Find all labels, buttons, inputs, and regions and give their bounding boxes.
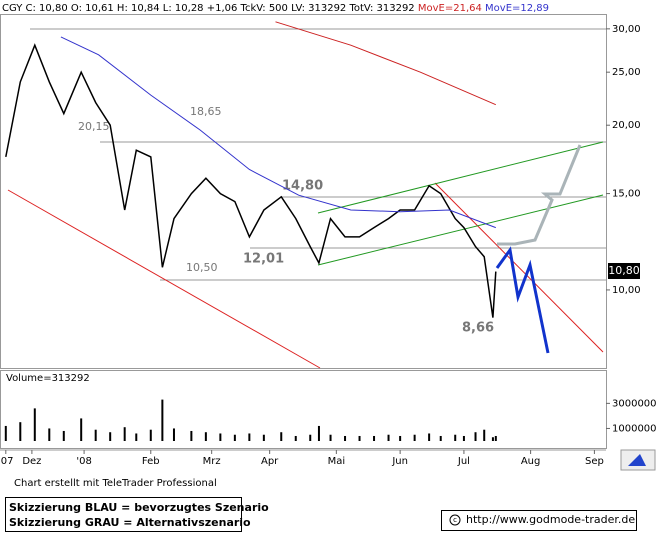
last-price-box [608, 263, 640, 279]
volume-bar [248, 433, 251, 441]
trend-line [434, 182, 604, 353]
volume-bar [204, 432, 207, 441]
channel-line [317, 141, 604, 214]
price-line [5, 43, 497, 318]
volume-bar [80, 418, 83, 441]
volume-bar [135, 433, 138, 441]
copyright-icon: c [453, 516, 457, 524]
volume-bar [462, 435, 465, 441]
x-tick-label: Sep [585, 456, 604, 467]
x-tick-label: Mrz [203, 456, 221, 467]
volume-bar [439, 435, 442, 441]
y-tick-label: 10,00 [612, 285, 641, 296]
trend-line [7, 189, 321, 369]
y-tick-label: 25,00 [612, 67, 641, 78]
annotation: 10,50 [186, 261, 218, 274]
legend-box [5, 497, 242, 532]
x-tick-label: Mai [328, 456, 346, 467]
volume-bar [358, 435, 361, 441]
x-tick-label: Apr [261, 456, 279, 467]
volume-bar [294, 435, 297, 441]
volume-bar [491, 437, 494, 441]
volume-bar [387, 434, 390, 441]
price-panel [0, 14, 607, 369]
x-tick-label: Aug [521, 456, 541, 467]
copyright-icon [449, 514, 461, 526]
y-tick-label: 3000000 [612, 398, 656, 409]
volume-panel [0, 370, 607, 449]
annotation: 12,01 [243, 252, 284, 267]
volume-bar [233, 434, 236, 441]
y-tick-label: 1000000 [612, 423, 656, 434]
volume-bar [494, 435, 497, 441]
annotation: 20,15 [78, 120, 110, 133]
volume-bar [94, 429, 97, 441]
volume-bar [280, 432, 283, 441]
y-tick-label: 15,00 [612, 189, 641, 200]
volume-bar [329, 434, 332, 441]
legend-text: Skizzierung GRAU = Alternativszenario [9, 516, 251, 529]
annotation: 8,66 [462, 321, 494, 336]
volume-bar [123, 427, 126, 441]
volume-bar [219, 433, 222, 441]
volume-bar [48, 428, 51, 441]
annotation: 18,65 [190, 105, 222, 118]
annotation: 14,80 [282, 179, 323, 194]
x-tick-label: '08 [76, 456, 91, 467]
symbol: CGY [2, 3, 23, 14]
legend-text: Skizzierung BLAU = bevorzugtes Szenario [9, 501, 269, 514]
x-tick-label: Dez [22, 456, 41, 467]
last-price-label: 10,80 [608, 264, 640, 277]
volume-bar [428, 433, 431, 441]
x-tick-label: Feb [142, 456, 160, 467]
volume-bar [262, 434, 265, 441]
volume-bar [161, 399, 164, 441]
x-tick-label: Jun [391, 456, 408, 467]
ma-label: MovE=12,89 [485, 3, 549, 14]
volume-bar [4, 425, 7, 441]
volume-bar [373, 435, 376, 441]
volume-bar [172, 428, 175, 441]
volume-bar [33, 408, 36, 441]
quote: C: 10,80 O: 10,61 H: 10,84 L: 10,28 +1,0… [26, 3, 415, 14]
volume-bar [344, 435, 347, 441]
volume-bar [62, 430, 65, 441]
icon [628, 454, 646, 466]
moving-average [60, 36, 496, 229]
volume-bar [474, 432, 477, 441]
volume-bar [483, 429, 486, 441]
volume-bar [413, 434, 416, 441]
volume-bar [454, 434, 457, 441]
volume-bar [317, 425, 320, 441]
blue-scenario [495, 246, 550, 354]
x-tick-label: '07 [0, 456, 14, 467]
volume-bar [190, 430, 193, 441]
moving-average [275, 21, 496, 106]
credit: Chart erstellt mit TeleTrader Profession… [14, 478, 217, 489]
volume-bar [309, 434, 312, 441]
volume-bar [19, 422, 22, 441]
ma-label: MovE=21,64 [418, 3, 482, 14]
x-tick-label: Jul [457, 456, 470, 467]
url[interactable]: http://www.godmode-trader.de [466, 513, 635, 526]
url-box [441, 510, 637, 531]
volume-bar [109, 432, 112, 441]
volume-bar [399, 435, 402, 441]
y-tick-label: 30,00 [612, 24, 641, 35]
volume-title: Volume=313292 [6, 373, 90, 384]
channel-line [317, 194, 604, 266]
grey-scenario [497, 144, 582, 246]
volume-bar [149, 429, 152, 441]
y-tick-label: 20,00 [612, 120, 641, 131]
header: CGY C: 10,80 O: 10,61 H: 10,84 L: 10,28 … [2, 3, 549, 14]
